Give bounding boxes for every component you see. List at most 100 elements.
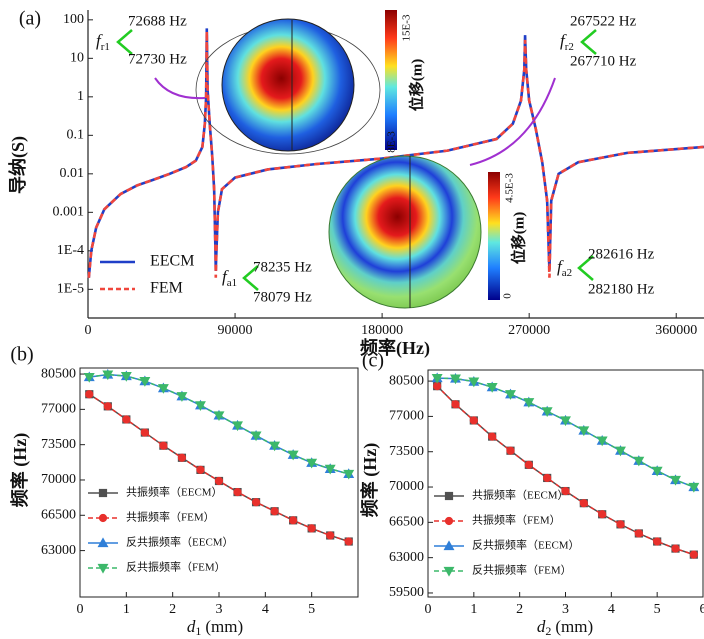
panel-label: (a) [19, 8, 41, 30]
x-tick-label: 3 [562, 602, 569, 617]
marker [635, 530, 642, 537]
annotation-value: 282616 Hz [588, 246, 655, 262]
marker [141, 429, 148, 436]
x-tick-label: 180000 [361, 323, 403, 338]
x-tick-label: 4 [608, 602, 615, 617]
plot-area: 0900001800002700003600001001010.10.010.0… [7, 8, 704, 638]
x-label-unit: (mm) [555, 617, 593, 636]
marker [599, 511, 606, 518]
x-tick-label: 0 [85, 323, 92, 338]
colorbar-max: 4.5E-3 [504, 173, 516, 203]
marker [654, 538, 661, 545]
y-tick-label: 66500 [41, 508, 76, 523]
marker [525, 461, 532, 468]
marker [252, 499, 259, 506]
x-label-sub: 1 [195, 624, 201, 638]
x-tick-label: 5 [654, 602, 661, 617]
marker [445, 517, 452, 524]
x-tick-label: 360000 [655, 323, 697, 338]
marker [690, 551, 697, 558]
y-tick-label: 1E-4 [57, 243, 84, 258]
y-tick-label: 73500 [389, 444, 424, 459]
annotation-value: 78235 Hz [253, 259, 312, 275]
inset-sphere [329, 156, 481, 308]
marker [617, 521, 624, 528]
colorbar-min: 0 [502, 293, 514, 299]
annotation-symbol: fr2 [560, 31, 574, 53]
y-tick-label: 70000 [41, 472, 76, 487]
legend-label: FEM [150, 280, 183, 297]
y-axis-label: 频率 (Hz) [9, 433, 31, 507]
marker [123, 416, 130, 423]
x-tick-label: 1 [123, 602, 130, 617]
y-tick-label: 100 [63, 12, 84, 27]
panel-label: (b) [10, 344, 33, 366]
annotation-value: 267710 Hz [570, 53, 637, 69]
legend-label: 反共振频率（FEM） [472, 563, 572, 577]
y-tick-label: 63000 [389, 550, 424, 565]
x-tick-label: 3 [216, 602, 223, 617]
y-tick-label: 80500 [389, 373, 424, 388]
y-tick-label: 0.1 [67, 128, 85, 143]
marker [489, 433, 496, 440]
inset-sphere [222, 19, 354, 151]
y-tick-label: 0.01 [60, 166, 85, 181]
marker [86, 391, 93, 398]
marker [160, 442, 167, 449]
y-tick-label: 70000 [389, 479, 424, 494]
annotation-value: 72688 Hz [128, 13, 187, 29]
y-tick-label: 10 [70, 51, 84, 66]
marker [104, 403, 111, 410]
x-tick-label: 270000 [508, 323, 550, 338]
legend-label: 共振频率（FEM） [126, 510, 215, 524]
legend-label: 共振频率（FEM） [472, 513, 561, 527]
x-tick-label: 0 [425, 602, 432, 617]
y-tick-label: 77000 [41, 402, 76, 417]
y-tick-label: 73500 [41, 437, 76, 452]
y-tick-label: 66500 [389, 515, 424, 530]
colorbar-label: 位移(m) [509, 212, 527, 265]
annotation-sub: a1 [227, 277, 237, 289]
marker [271, 508, 278, 515]
x-tick-label: 1 [470, 602, 477, 617]
x-tick-label: 6 [700, 602, 704, 617]
y-tick-label: 1E-5 [57, 282, 84, 297]
colorbar [385, 10, 397, 150]
annotation-sub: r2 [565, 41, 574, 53]
annotation-value: 78079 Hz [253, 289, 312, 305]
x-axis-label: d2(mm) [537, 617, 593, 638]
annotation-bracket [582, 30, 596, 54]
marker [507, 447, 514, 454]
marker [544, 474, 551, 481]
figure: 0900001800002700003600001001010.10.010.0… [0, 0, 704, 639]
connector [155, 78, 205, 98]
marker [178, 454, 185, 461]
plot-frame [428, 370, 703, 597]
annotation-bracket [118, 30, 132, 54]
annotation-symbol: fa2 [557, 257, 572, 279]
marker [445, 492, 452, 499]
legend-label: 反共振频率（EECM） [126, 535, 234, 549]
marker [672, 545, 679, 552]
y-tick-label: 77000 [389, 409, 424, 424]
marker [562, 487, 569, 494]
marker [308, 525, 315, 532]
marker [215, 477, 222, 484]
legend-label: 反共振频率（FEM） [126, 560, 226, 574]
annotation-sub: a2 [562, 267, 572, 279]
marker [345, 538, 352, 545]
marker [234, 488, 241, 495]
marker [470, 417, 477, 424]
y-tick-label: 0.001 [53, 205, 85, 220]
marker [99, 489, 106, 496]
y-tick-label: 1 [77, 89, 84, 104]
annotation-value: 267522 Hz [570, 13, 637, 29]
x-tick-label: 4 [262, 602, 269, 617]
legend-label: EECM [150, 253, 194, 270]
x-tick-label: 2 [169, 602, 176, 617]
marker [197, 466, 204, 473]
x-axis-label: d1(mm) [187, 617, 243, 638]
marker [580, 500, 587, 507]
x-label-unit: (mm) [205, 617, 243, 636]
annotation-value: 72730 Hz [128, 51, 187, 67]
